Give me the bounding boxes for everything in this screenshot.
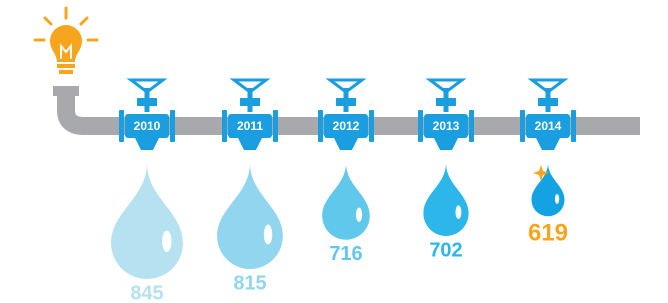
valve-cap [436,98,456,106]
valve-bottom [238,138,262,150]
valve-handle [234,80,266,92]
water-drop [423,163,468,236]
bulb-icon [35,8,97,74]
water-drop [217,163,283,269]
infographic: 2010 845 2011 815 2012 716 2013 702 2014 619 [0,0,668,303]
year-label: 2013 [433,119,460,133]
drop-highlight [456,205,462,219]
valve-flange [418,110,423,142]
value-label: 845 [130,282,163,303]
valve-flange [520,110,525,142]
valve-bottom [334,138,358,150]
value-label: 619 [528,220,568,247]
drop-highlight [162,230,171,252]
valve-cap [137,98,157,106]
valve-bottom [434,138,458,150]
year-label: 2011 [237,119,263,133]
valve-flange [119,110,124,142]
year-label: 2012 [333,119,360,133]
year-label: 2014 [535,119,562,133]
valve-cap [240,98,260,106]
valve-flange [571,110,576,142]
value-label: 716 [329,243,362,265]
valve-bottom [135,138,159,150]
drop-highlight [356,208,362,222]
value-label: 815 [233,272,266,294]
drop-highlight [264,225,273,245]
valve-handle [131,80,163,92]
water-drop [111,163,183,279]
valve-flange [170,110,175,142]
drop-highlight [555,194,559,204]
year-label: 2010 [134,119,161,133]
valve-cap [538,98,558,106]
valve-flange [318,110,323,142]
value-label: 702 [429,239,462,261]
valve-handle [532,80,564,92]
valve-bottom [536,138,560,150]
valve-flange [273,110,278,142]
water-drop [531,163,564,216]
valve-handle [430,80,462,92]
valve-cap [336,98,356,106]
valve-handle [330,80,362,92]
valve-flange [369,110,374,142]
water-drop [322,163,370,240]
pipe-collar [53,86,79,96]
valve-flange [469,110,474,142]
valve-flange [222,110,227,142]
